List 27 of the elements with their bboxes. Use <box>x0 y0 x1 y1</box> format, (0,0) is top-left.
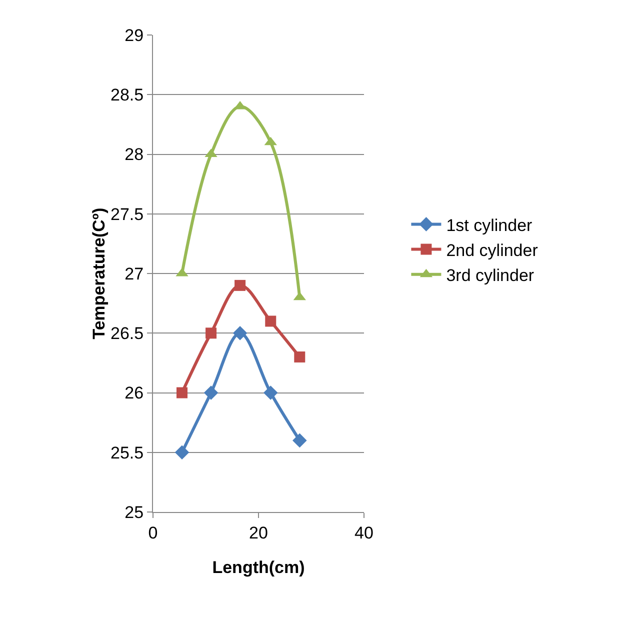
legend-label: 1st cylinder <box>446 216 533 235</box>
point <box>232 326 248 340</box>
x-axis-title: Length(cm) <box>212 558 305 577</box>
point <box>176 387 188 398</box>
point <box>265 316 276 327</box>
y-tick-label: 27.5 <box>110 204 144 224</box>
point <box>263 386 278 400</box>
x-tick-label: 20 <box>249 523 268 542</box>
y-tick-label: 28 <box>124 145 144 164</box>
point <box>174 445 190 460</box>
y-tick-label: 29 <box>124 26 144 45</box>
y-tick-label: 28.5 <box>110 86 144 105</box>
point <box>294 351 306 362</box>
y-axis-title: Temperature(Cº) <box>90 208 109 340</box>
y-tick-label: 25.5 <box>110 443 144 462</box>
point <box>204 386 218 400</box>
y-tick-label: 26 <box>124 384 144 403</box>
point <box>206 328 217 339</box>
legend-label: 3rd cylinder <box>446 266 534 286</box>
x-tick-label: 0 <box>148 523 158 542</box>
point <box>292 433 307 448</box>
y-tick-label: 25 <box>124 502 144 522</box>
legend-label: 2nd cylinder <box>446 240 538 260</box>
x-tick-label: 40 <box>354 523 374 542</box>
y-tick-label: 26.5 <box>110 324 144 344</box>
y-tick-label: 27 <box>124 264 144 284</box>
point <box>234 280 246 291</box>
